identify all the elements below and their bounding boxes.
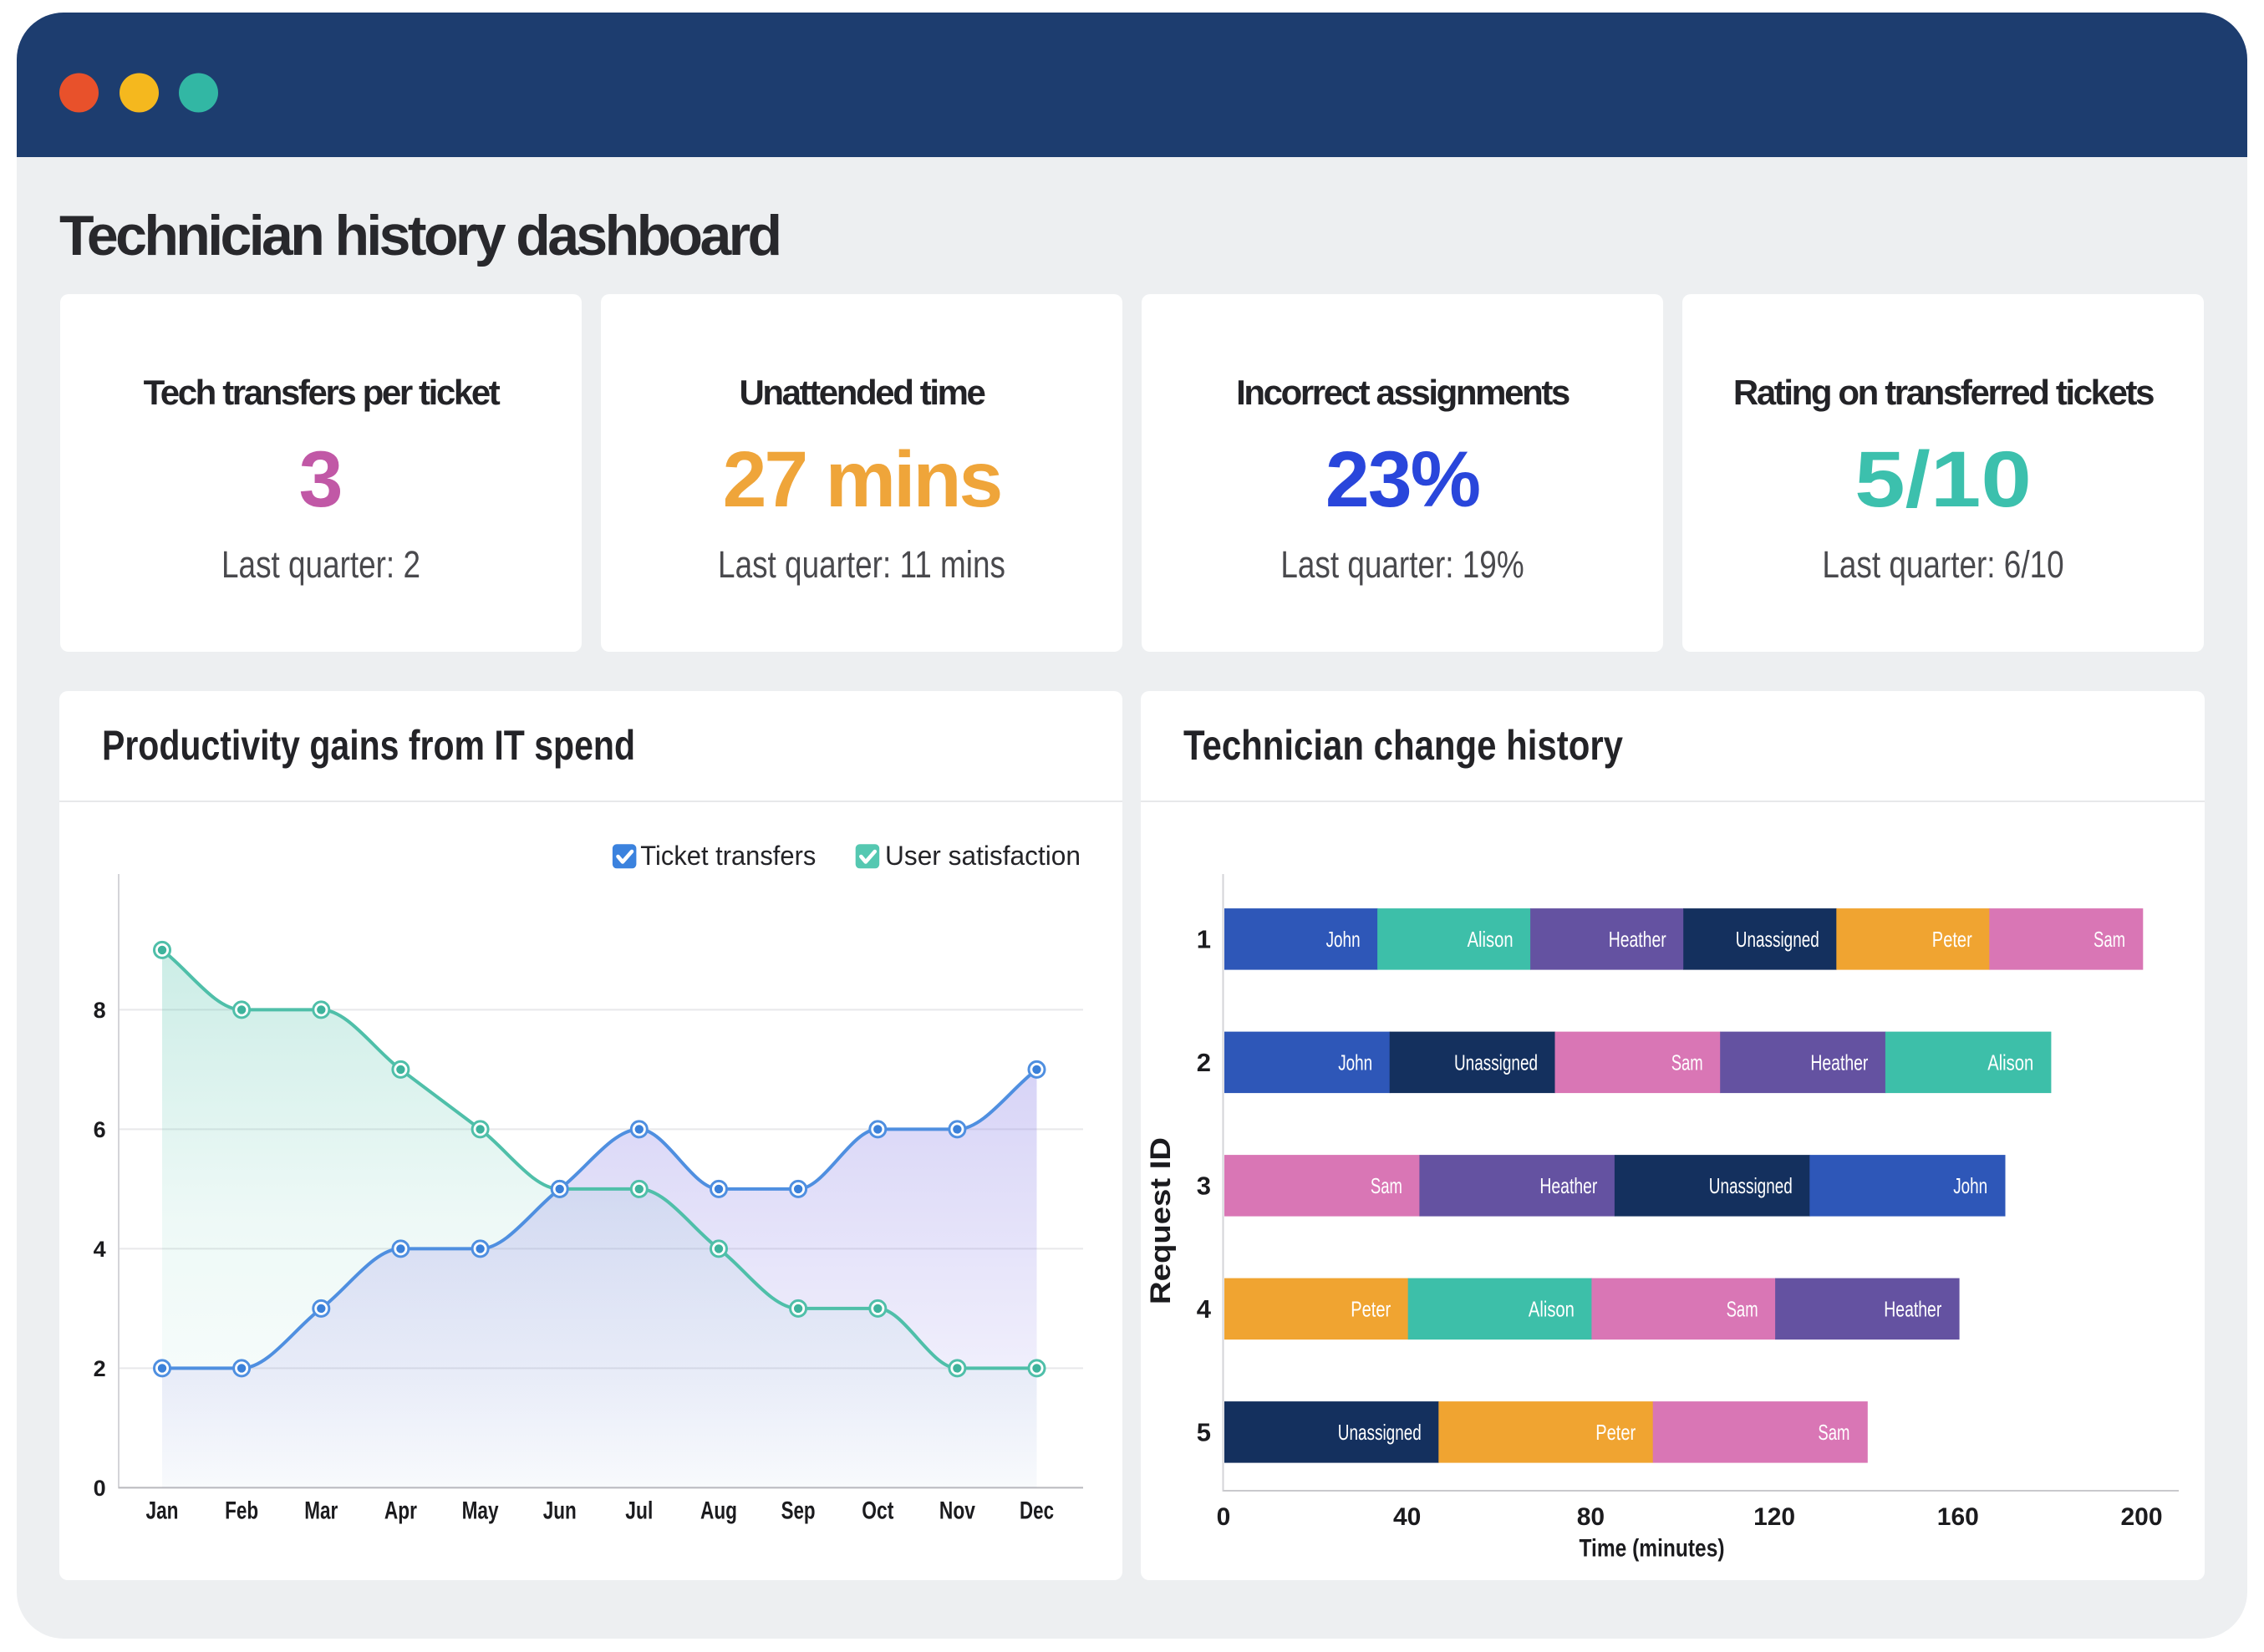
- svg-text:Sam: Sam: [1671, 1050, 1703, 1075]
- svg-text:Unassigned: Unassigned: [1454, 1050, 1538, 1075]
- svg-text:May: May: [462, 1497, 499, 1524]
- svg-text:Unassigned: Unassigned: [1709, 1173, 1793, 1198]
- svg-text:2: 2: [94, 1356, 106, 1381]
- svg-text:160: 160: [1937, 1503, 1979, 1531]
- svg-text:Jul: Jul: [625, 1497, 653, 1524]
- svg-text:Productivity gains from IT spe: Productivity gains from IT spend: [102, 722, 635, 769]
- svg-text:0: 0: [1217, 1503, 1231, 1531]
- svg-text:Peter: Peter: [1932, 927, 1972, 952]
- svg-text:5: 5: [1197, 1418, 1211, 1447]
- svg-text:User satisfaction: User satisfaction: [885, 841, 1081, 871]
- svg-text:Alison: Alison: [1529, 1297, 1575, 1322]
- svg-text:John: John: [1326, 927, 1361, 952]
- svg-text:John: John: [1953, 1173, 1987, 1198]
- svg-text:Alison: Alison: [1987, 1050, 2033, 1075]
- svg-text:Sam: Sam: [2094, 927, 2125, 952]
- svg-text:Aug: Aug: [700, 1497, 737, 1524]
- svg-text:0: 0: [94, 1476, 106, 1501]
- svg-text:40: 40: [1393, 1503, 1421, 1531]
- svg-text:4: 4: [1197, 1294, 1212, 1324]
- svg-text:Heather: Heather: [1609, 927, 1666, 952]
- svg-text:120: 120: [1753, 1503, 1795, 1531]
- svg-text:Sep: Sep: [781, 1497, 816, 1524]
- svg-text:Ticket transfers: Ticket transfers: [640, 841, 816, 871]
- svg-text:Sam: Sam: [1818, 1420, 1849, 1445]
- svg-text:Apr: Apr: [384, 1497, 417, 1524]
- svg-text:Request ID: Request ID: [1145, 1137, 1177, 1304]
- svg-text:Alison: Alison: [1468, 927, 1514, 952]
- svg-text:Jan: Jan: [146, 1497, 179, 1524]
- svg-text:Oct: Oct: [862, 1497, 893, 1524]
- svg-text:Feb: Feb: [225, 1497, 258, 1524]
- svg-text:Technician change history: Technician change history: [1183, 722, 1623, 769]
- svg-text:200: 200: [2120, 1503, 2162, 1531]
- svg-text:Sam: Sam: [1371, 1173, 1402, 1198]
- svg-text:Peter: Peter: [1595, 1420, 1636, 1445]
- svg-text:Jun: Jun: [543, 1497, 577, 1524]
- svg-text:Time (minutes): Time (minutes): [1580, 1535, 1725, 1563]
- svg-text:4: 4: [94, 1237, 106, 1262]
- svg-text:Heather: Heather: [1884, 1297, 1941, 1322]
- svg-text:3: 3: [1197, 1172, 1211, 1201]
- svg-text:Heather: Heather: [1539, 1173, 1597, 1198]
- svg-text:2: 2: [1197, 1048, 1211, 1077]
- svg-text:Unassigned: Unassigned: [1338, 1420, 1422, 1445]
- svg-text:1: 1: [1197, 925, 1211, 954]
- svg-text:Dec: Dec: [1020, 1497, 1054, 1524]
- svg-text:Heather: Heather: [1810, 1050, 1868, 1075]
- svg-text:Mar: Mar: [304, 1497, 338, 1524]
- svg-text:Peter: Peter: [1351, 1297, 1391, 1322]
- svg-text:8: 8: [94, 998, 106, 1023]
- svg-text:Unassigned: Unassigned: [1736, 927, 1819, 952]
- svg-text:John: John: [1338, 1050, 1372, 1075]
- svg-text:Nov: Nov: [939, 1497, 975, 1524]
- svg-text:Sam: Sam: [1727, 1297, 1758, 1322]
- svg-text:80: 80: [1577, 1503, 1605, 1531]
- svg-text:6: 6: [94, 1117, 106, 1142]
